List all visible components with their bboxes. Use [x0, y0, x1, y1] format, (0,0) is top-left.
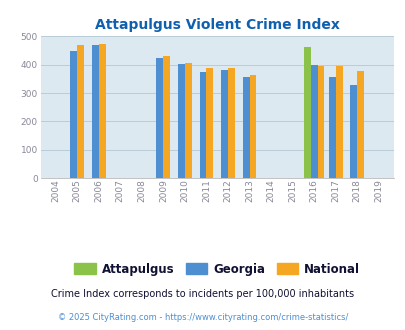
Bar — [70, 51, 77, 178]
Bar — [184, 63, 191, 178]
Bar — [335, 66, 342, 178]
Bar — [156, 58, 163, 178]
Bar — [92, 46, 98, 178]
Bar — [350, 85, 356, 178]
Bar — [177, 64, 184, 178]
Bar — [310, 65, 317, 178]
Bar — [303, 47, 310, 178]
Bar — [163, 56, 170, 178]
Bar — [221, 70, 228, 178]
Bar — [199, 72, 206, 178]
Bar — [228, 68, 234, 178]
Bar — [206, 68, 213, 178]
Bar — [242, 77, 249, 178]
Title: Attapulgus Violent Crime Index: Attapulgus Violent Crime Index — [94, 18, 339, 32]
Bar — [317, 66, 324, 178]
Text: © 2025 CityRating.com - https://www.cityrating.com/crime-statistics/: © 2025 CityRating.com - https://www.city… — [58, 313, 347, 322]
Bar — [98, 44, 105, 178]
Bar — [356, 71, 363, 178]
Legend: Attapulgus, Georgia, National: Attapulgus, Georgia, National — [70, 258, 364, 280]
Text: Crime Index corresponds to incidents per 100,000 inhabitants: Crime Index corresponds to incidents per… — [51, 289, 354, 299]
Bar — [328, 77, 335, 178]
Bar — [249, 75, 256, 178]
Bar — [77, 45, 84, 178]
